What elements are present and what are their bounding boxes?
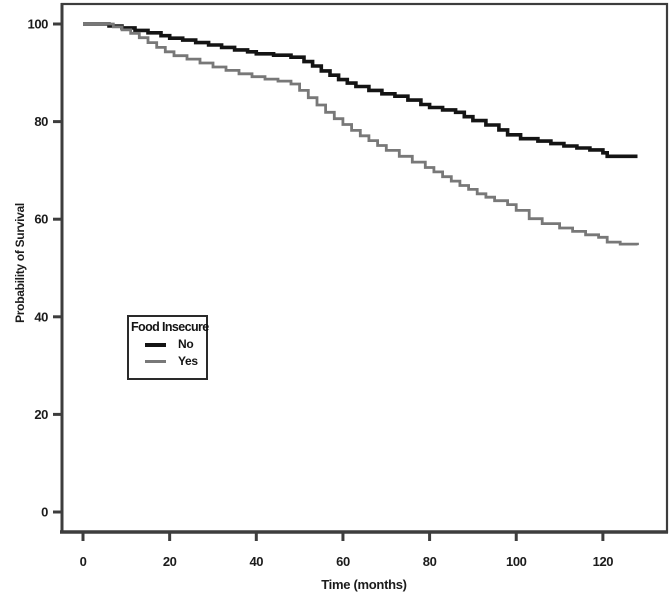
x-tick-label: 0: [80, 554, 87, 569]
x-tick-label: 40: [249, 554, 263, 569]
y-axis-ticks: 0 20 40 60 80 100: [28, 17, 62, 519]
x-axis-ticks: 0 20 40 60 80 100 120: [80, 532, 614, 569]
y-tick-label: 60: [34, 212, 48, 227]
survival-curve-no: [83, 22, 638, 159]
y-tick-label: 100: [28, 17, 49, 32]
y-tick-label: 0: [41, 504, 48, 519]
legend-title: Food Insecure: [131, 320, 209, 334]
plot-border: [60, 2, 669, 534]
no-line-sample-icon: [145, 342, 166, 347]
x-tick-label: 100: [506, 554, 527, 569]
legend-row-yes: Yes: [131, 355, 204, 368]
yes-line-sample-icon: [145, 360, 166, 363]
survival-curves: [83, 22, 639, 246]
y-tick-label: 40: [34, 309, 48, 324]
survival-curve-yes: [83, 22, 639, 246]
x-axis-title: Time (months): [321, 577, 406, 592]
x-tick-label: 60: [336, 554, 350, 569]
y-axis-title: Probability of Survival: [13, 203, 27, 323]
x-tick-label: 80: [423, 554, 437, 569]
x-tick-label: 120: [593, 554, 614, 569]
legend-label-no: No: [178, 337, 194, 351]
x-tick-label: 20: [163, 554, 177, 569]
y-tick-label: 20: [34, 407, 48, 422]
y-tick-label: 80: [34, 114, 48, 129]
legend-row-no: No: [131, 338, 204, 351]
legend-label-yes: Yes: [178, 354, 198, 368]
legend: Food Insecure No Yes: [127, 315, 209, 380]
